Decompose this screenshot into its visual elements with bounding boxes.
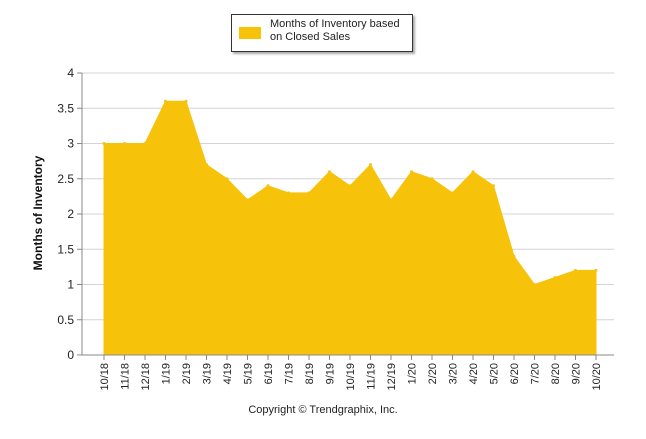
data-point <box>574 268 577 272</box>
data-point <box>533 283 536 286</box>
x-tick-label: 11/19 <box>366 363 378 390</box>
legend-label: Months of Inventory based on Closed Sale… <box>270 18 400 43</box>
x-tick-label: 3/20 <box>448 363 460 384</box>
y-tick-label: 2.5 <box>57 172 74 186</box>
y-tick-label: 3.5 <box>57 101 74 115</box>
x-tick-labels: 10/18 11/18 12/18 1/19 2/19 3/19 4/19 5/19 6/19 7… <box>99 355 603 391</box>
y-tick-label: 3 <box>67 137 74 151</box>
data-point <box>123 142 126 145</box>
x-tick-label: 2/19 <box>181 363 193 384</box>
data-point <box>143 142 147 145</box>
data-point <box>225 177 229 181</box>
x-tick-label: 2/20 <box>427 363 439 384</box>
y-tick-label: 0 <box>67 348 74 362</box>
data-point <box>389 198 393 202</box>
x-tick-label: 8/19 <box>304 363 316 384</box>
x-tick-label: 12/19 <box>386 363 398 391</box>
data-point <box>102 142 106 145</box>
x-tick-label: 3/19 <box>202 363 214 384</box>
data-point <box>430 177 434 181</box>
x-tick-label: 10/20 <box>591 363 603 391</box>
data-point <box>287 191 290 195</box>
data-point <box>328 170 331 174</box>
data-point <box>266 184 270 188</box>
axes <box>81 73 614 356</box>
y-tick-label: 4 <box>67 66 74 80</box>
y-tick-labels: 0 0.5 1 1.5 2 2.5 3 3.5 4 <box>57 66 74 362</box>
y-tick-label: 0.5 <box>57 313 74 327</box>
y-tick-label: 1 <box>67 278 74 292</box>
data-point <box>164 99 167 103</box>
x-tick-label: 4/20 <box>468 363 480 384</box>
legend-swatch <box>239 27 261 39</box>
y-axis-label: Months of Inventory <box>31 155 45 270</box>
x-tick-label: 1/20 <box>407 363 419 384</box>
x-tick-label: 10/18 <box>99 363 111 391</box>
x-tick-label: 6/19 <box>263 363 275 384</box>
x-tick-label: 12/18 <box>140 363 152 391</box>
legend: Months of Inventory based on Closed Sale… <box>231 14 413 52</box>
data-point <box>348 184 352 188</box>
data-point <box>492 184 495 188</box>
data-point <box>184 99 188 103</box>
data-point <box>205 163 208 167</box>
copyright-text: Copyright © Trendgraphix, Inc. <box>248 404 398 416</box>
x-tick-label: 5/20 <box>489 363 501 384</box>
x-tick-label: 4/19 <box>222 363 234 384</box>
x-tick-label: 9/20 <box>571 363 583 384</box>
y-tick-label: 1.5 <box>57 242 74 256</box>
x-tick-label: 7/19 <box>284 363 296 384</box>
x-tick-label: 10/19 <box>345 363 357 391</box>
x-tick-label: 8/20 <box>550 363 562 384</box>
x-tick-label: 9/19 <box>325 363 337 384</box>
x-tick-label: 7/20 <box>530 363 542 384</box>
data-point <box>369 163 372 167</box>
data-point <box>594 268 598 272</box>
series-area-fill <box>103 100 597 356</box>
data-point <box>246 198 249 202</box>
data-point <box>451 191 454 195</box>
series-area <box>102 99 598 356</box>
data-point <box>410 170 413 174</box>
x-tick-label: 6/20 <box>509 363 521 384</box>
data-point <box>553 275 557 279</box>
data-point <box>307 191 311 195</box>
x-tick-label: 5/19 <box>243 363 255 384</box>
data-point <box>512 254 516 258</box>
data-point <box>471 170 475 174</box>
x-tick-label: 11/18 <box>120 363 132 390</box>
x-tick-label: 1/19 <box>161 363 173 384</box>
y-tick-label: 2 <box>67 207 74 221</box>
